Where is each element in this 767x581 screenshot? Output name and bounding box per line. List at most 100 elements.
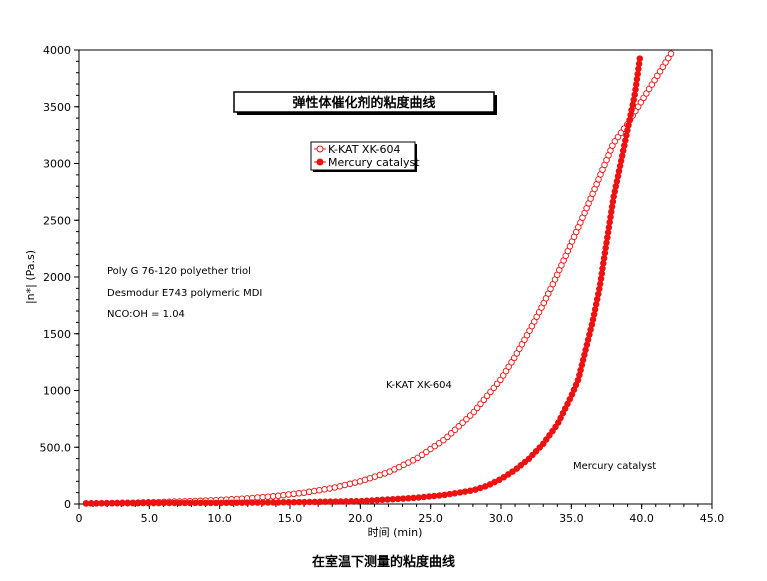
data-point-mercury-catalyst [595, 290, 602, 298]
data-point-mercury-catalyst [615, 167, 623, 175]
data-point-mercury-catalyst [631, 91, 638, 98]
data-point-mercury-catalyst [599, 265, 606, 272]
data-point-mercury-catalyst [632, 81, 640, 88]
data-point-mercury-catalyst [609, 198, 617, 205]
data-point-k-kat-xk-604 [435, 439, 443, 447]
y-tick-label: 1500 [43, 328, 71, 341]
data-point-mercury-catalyst [517, 462, 525, 469]
x-tick-label: 40.0 [629, 512, 654, 525]
data-point-mercury-catalyst [607, 213, 614, 221]
data-point-mercury-catalyst [546, 432, 553, 439]
data-point-mercury-catalyst [596, 285, 603, 293]
data-point-k-kat-xk-604 [414, 454, 421, 462]
y-tick-label: 3500 [43, 101, 71, 114]
data-point-k-kat-xk-604 [470, 408, 478, 416]
annotation-kkat-curve: K-KAT XK-604 [386, 380, 452, 391]
chart: 弹性体催化剂的粘度曲线 K-KAT XK-604 Mercury catalys… [24, 44, 724, 539]
x-tick-label: 20.0 [348, 512, 373, 525]
data-point-k-kat-xk-604 [290, 490, 297, 498]
annotation-isocyanate: Desmodur E743 polymeric MDI [107, 288, 262, 299]
legend-label-mercury: Mercury catalyst [328, 156, 420, 169]
data-point-mercury-catalyst [630, 96, 637, 104]
data-point-mercury-catalyst [358, 497, 365, 505]
data-point-k-kat-xk-604 [611, 137, 619, 145]
y-tick-label: 1000 [43, 385, 71, 398]
data-point-mercury-catalyst [613, 178, 621, 185]
data-point-k-kat-xk-604 [483, 392, 491, 400]
data-point-k-kat-xk-604 [463, 415, 470, 423]
annotation-mercury-curve: Mercury catalyst [573, 461, 656, 472]
data-point-mercury-catalyst [525, 455, 533, 463]
legend-label-kkat: K-KAT XK-604 [328, 143, 401, 156]
data-point-mercury-catalyst [420, 493, 428, 501]
data-point-mercury-catalyst [509, 468, 516, 475]
data-point-mercury-catalyst [614, 172, 622, 180]
data-point-mercury-catalyst [600, 254, 608, 262]
data-point-mercury-catalyst [590, 311, 598, 318]
y-tick-label: 500.0 [40, 441, 72, 454]
chart-title: 弹性体催化剂的粘度曲线 [292, 95, 435, 111]
data-point-mercury-catalyst [611, 188, 619, 195]
x-tick-label: 15.0 [278, 512, 303, 525]
annotation-ratio: NCO:OH = 1.04 [107, 309, 185, 320]
data-point-k-kat-xk-604 [264, 493, 272, 500]
legend-marker-kkat [316, 145, 324, 153]
data-point-mercury-catalyst [622, 137, 629, 144]
data-point-mercury-catalyst [368, 497, 376, 504]
data-point-mercury-catalyst [634, 70, 641, 78]
y-tick-label: 3000 [43, 158, 71, 171]
data-point-k-kat-xk-604 [259, 493, 266, 501]
data-point-mercury-catalyst [363, 497, 371, 505]
figure-caption: 在室温下测量的粘度曲线 [311, 555, 455, 570]
data-point-mercury-catalyst [610, 193, 617, 200]
data-point-mercury-catalyst [532, 448, 540, 455]
data-point-mercury-catalyst [451, 490, 459, 497]
x-axis-title: 时间 (min) [368, 526, 423, 539]
data-point-mercury-catalyst [619, 147, 627, 154]
data-point-mercury-catalyst [635, 60, 643, 68]
data-point-mercury-catalyst [389, 495, 397, 503]
data-point-k-kat-xk-604 [300, 489, 308, 496]
data-point-k-kat-xk-604 [316, 486, 323, 494]
data-point-mercury-catalyst [593, 295, 601, 303]
data-point-mercury-catalyst [410, 494, 417, 502]
y-tick-label: 0 [64, 498, 71, 511]
data-point-mercury-catalyst [456, 489, 464, 496]
data-point-mercury-catalyst [605, 224, 613, 231]
legend-box [310, 141, 416, 171]
x-tick-label: 10.0 [207, 512, 232, 525]
series-line-k-kat-xk-604 [85, 50, 674, 504]
data-point-mercury-catalyst [636, 55, 644, 62]
data-point-mercury-catalyst [436, 492, 443, 499]
data-point-mercury-catalyst [596, 280, 604, 288]
data-point-mercury-catalyst [536, 444, 543, 451]
data-point-mercury-catalyst [628, 106, 635, 114]
legend-marker-mercury [316, 158, 324, 166]
data-point-mercury-catalyst [623, 132, 630, 139]
data-point-mercury-catalyst [405, 495, 412, 502]
data-point-k-kat-xk-604 [667, 50, 675, 57]
data-point-k-kat-xk-604 [455, 423, 463, 430]
data-point-mercury-catalyst [617, 157, 625, 165]
data-point-k-kat-xk-604 [427, 445, 434, 453]
data-point-mercury-catalyst [624, 127, 631, 134]
data-point-mercury-catalyst [616, 162, 624, 170]
data-point-mercury-catalyst [625, 121, 632, 129]
data-point-k-kat-xk-604 [418, 451, 426, 459]
y-tick-label: 4000 [43, 44, 71, 57]
y-tick-label: 2000 [43, 271, 71, 284]
data-point-k-kat-xk-604 [274, 492, 282, 500]
data-point-mercury-catalyst [592, 301, 600, 308]
data-point-mercury-catalyst [591, 306, 599, 313]
data-point-mercury-catalyst [629, 101, 636, 109]
data-point-k-kat-xk-604 [617, 129, 625, 137]
x-tick-label: 0 [76, 512, 83, 525]
data-point-mercury-catalyst [543, 436, 550, 443]
data-point-k-kat-xk-604 [285, 491, 292, 498]
plot-frame [78, 49, 713, 505]
x-tick-label: 5.0 [141, 512, 159, 525]
data-point-mercury-catalyst [618, 152, 626, 160]
data-point-mercury-catalyst [384, 496, 391, 503]
y-axis-title: |n*| (Pa.s) [24, 250, 37, 304]
series-group [82, 50, 675, 507]
